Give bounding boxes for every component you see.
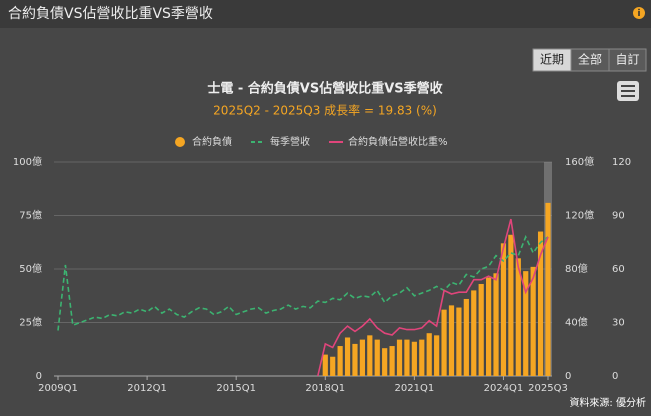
- tick-label: 80億: [565, 262, 588, 275]
- bar: [382, 348, 388, 376]
- x-tick-label: 2024Q1: [484, 383, 524, 394]
- bar: [404, 339, 410, 376]
- bar: [389, 346, 395, 376]
- bar: [367, 335, 373, 376]
- x-tick-label: 2015Q1: [216, 383, 256, 394]
- chart-title: 士電 - 合約負債VS佔營收比重VS季營收: [207, 81, 443, 97]
- bar: [471, 290, 477, 376]
- bar: [486, 277, 492, 376]
- bar: [463, 298, 469, 376]
- bar: [441, 309, 447, 376]
- bar: [396, 339, 403, 376]
- bar: [352, 343, 358, 376]
- bar: [419, 339, 425, 376]
- dashed-line: [57, 234, 549, 331]
- bar: [478, 283, 484, 376]
- tick-label: 100億: [13, 155, 42, 168]
- tick-label: 90: [612, 211, 625, 222]
- bar: [337, 346, 343, 376]
- bar: [344, 337, 351, 376]
- legend-label: 合約負債佔營收比重%: [348, 135, 448, 148]
- bar: [523, 271, 529, 376]
- x-tick-label: 2012Q1: [127, 383, 167, 394]
- button-label[interactable]: 全部: [578, 52, 602, 67]
- x-tick-label: 2018Q1: [305, 383, 345, 394]
- bar: [530, 266, 536, 376]
- bar: [448, 305, 455, 376]
- bar: [411, 341, 417, 376]
- bar: [426, 333, 432, 376]
- button-label[interactable]: 近期: [540, 53, 564, 67]
- x-tick-label: 2009Q1: [38, 383, 78, 394]
- tick-label: 0: [36, 371, 42, 382]
- bar: [359, 339, 365, 376]
- bar: [330, 356, 336, 376]
- tick-label: 50億: [19, 262, 42, 275]
- tick-label: 60: [612, 264, 625, 275]
- tick-label: 25億: [19, 316, 42, 329]
- tick-label: 30: [612, 318, 625, 329]
- bar: [493, 273, 499, 376]
- tick-label: 120億: [565, 209, 594, 222]
- bar: [434, 335, 440, 376]
- button-label[interactable]: 自訂: [615, 52, 639, 67]
- tick-label: 120: [612, 157, 631, 168]
- tick-label: 160億: [565, 155, 594, 168]
- bar: [456, 307, 462, 376]
- tick-label: 40億: [565, 316, 588, 329]
- header-bar: [0, 0, 651, 28]
- tick-label: 75億: [19, 209, 42, 222]
- legend-label: 合約負債: [192, 135, 232, 148]
- chart-subtitle: 2025Q2 - 2025Q3 成長率 = 19.83 (%): [213, 103, 437, 118]
- bar: [537, 231, 544, 376]
- bar: [515, 258, 521, 376]
- bar: [545, 202, 551, 376]
- bar: [508, 234, 514, 376]
- bar: [500, 243, 507, 376]
- menu-icon[interactable]: [617, 81, 639, 101]
- bar: [322, 354, 328, 376]
- tick-label: 0: [565, 371, 571, 382]
- range-buttons: 近期 全部 自訂: [532, 48, 647, 72]
- line: [317, 218, 549, 377]
- info-icon[interactable]: [633, 7, 645, 19]
- x-tick-label: 2025Q3: [528, 383, 568, 394]
- header-title: 合約負債VS佔營收比重VS季營收: [8, 6, 213, 22]
- legend-symbol: [175, 137, 185, 147]
- source: 資料來源: 優分析: [569, 396, 646, 409]
- x-tick-label: 2021Q1: [395, 383, 435, 394]
- button[interactable]: [608, 48, 647, 72]
- bar: [374, 339, 380, 376]
- legend-label: 每季營收: [270, 135, 310, 148]
- tick-label: 0: [612, 371, 618, 382]
